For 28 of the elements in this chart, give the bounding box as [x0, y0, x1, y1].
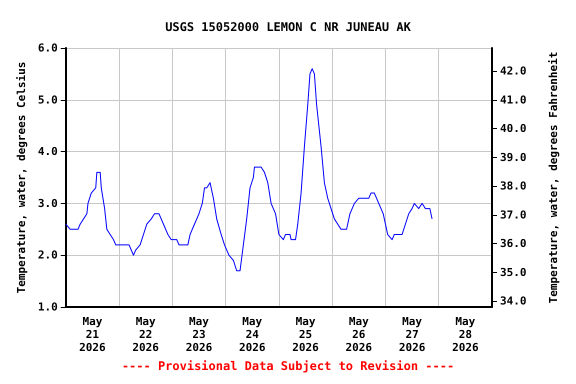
- y2-axis-title: Temperature, water, degrees Fahrenheit: [547, 52, 560, 304]
- y2-tick-label: 36.0: [500, 237, 526, 250]
- y-tick-label: 4.0: [38, 145, 58, 158]
- text: ---- Provisional Data Subject to Revision ----: [122, 359, 454, 373]
- y-tick-label: 3.0: [38, 196, 58, 210]
- x-tick-label: May 27 2026: [398, 315, 426, 354]
- x-tick-label: May 28 2026: [452, 315, 479, 354]
- x-tick-label: May 24 2026: [238, 315, 266, 354]
- x-tick-label: May 26 2026: [346, 315, 372, 354]
- y2-tick-label: 39.0: [500, 150, 526, 164]
- x-tick-label: May 21 2026: [79, 315, 106, 354]
- y2-tick-label: 42.0: [500, 64, 526, 78]
- y2-tick-label: 34.0: [500, 294, 526, 308]
- y2-tick-label: 35.0: [500, 266, 526, 279]
- line-series: [65, 68, 433, 272]
- y2-tick-label: 37.0: [500, 208, 526, 222]
- y-tick-label: 1.0: [38, 300, 58, 314]
- x-tick-label: May 25 2026: [292, 315, 320, 354]
- y-axis-title: Temperature, water, degrees Celsius: [15, 62, 28, 294]
- y-tick-label: 2.0: [38, 248, 58, 262]
- x-tick-label: May 22 2026: [132, 315, 160, 354]
- y2-tick-label: 40.0: [500, 122, 526, 136]
- y2-tick-label: 38.0: [500, 180, 526, 193]
- y2-tick-label: 41.0: [500, 93, 526, 106]
- y-tick-label: 6.0: [38, 42, 58, 54]
- x-tick-label: May 23 2026: [186, 315, 213, 354]
- chart-title: USGS 15052000 LEMON C NR JUNEAU AK: [165, 20, 412, 34]
- y-tick-label: 5.0: [38, 93, 58, 106]
